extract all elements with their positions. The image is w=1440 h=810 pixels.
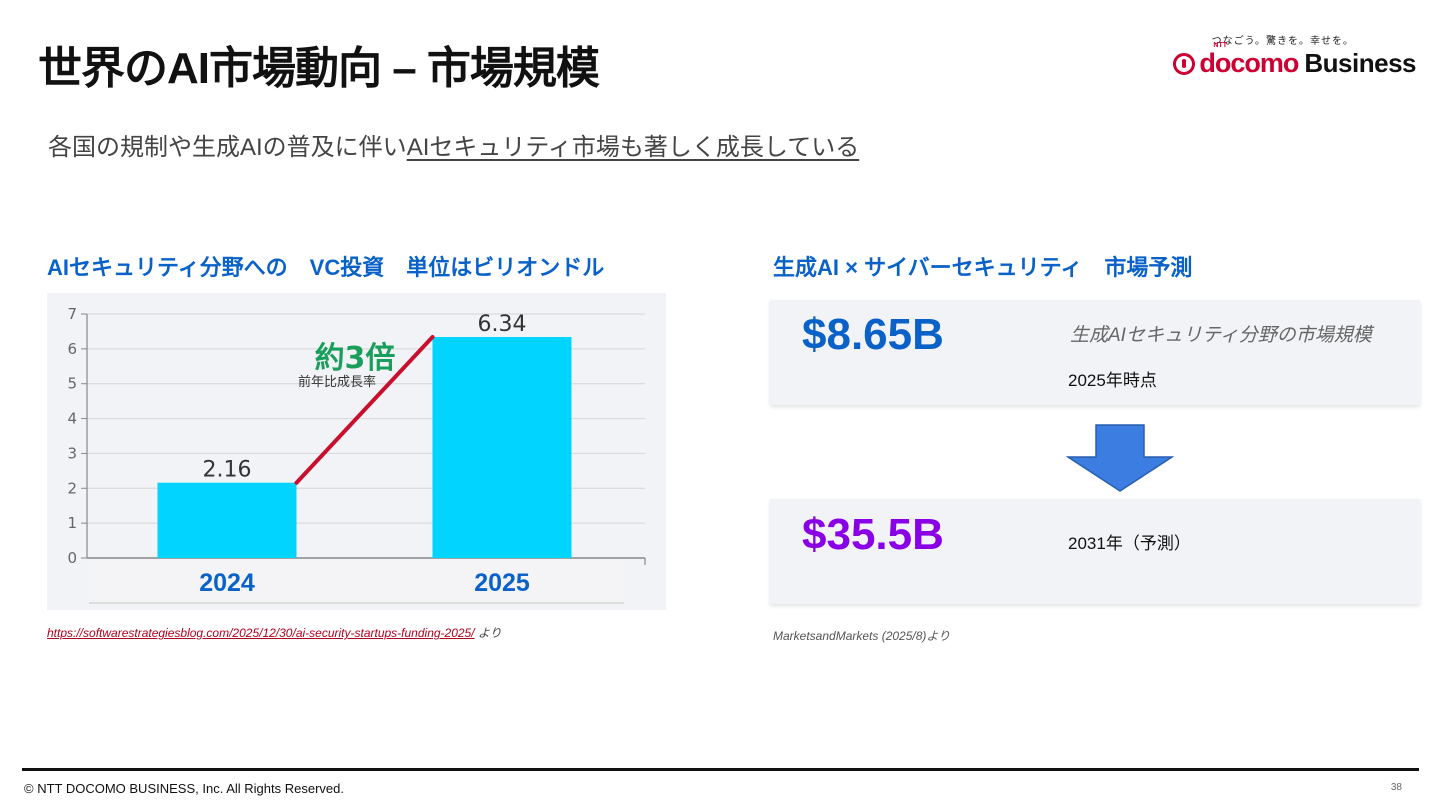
left-source: https://softwarestrategiesblog.com/2025/…: [47, 624, 502, 641]
growth-trend-line: [294, 335, 435, 485]
logo-ntt: NTT: [1213, 42, 1227, 49]
y-tick-label: 2: [67, 479, 77, 497]
y-tick-label: 3: [67, 444, 77, 462]
growth-caption: 前年比成長率: [298, 374, 376, 390]
copyright: © NTT DOCOMO BUSINESS, Inc. All Rights R…: [24, 781, 344, 796]
bar-value-label: 6.34: [478, 312, 527, 337]
subtitle-underlined: AIセキュリティ市場も著しく成長している: [406, 134, 860, 161]
vc-investment-title: AIセキュリティ分野への VC投資 単位はビリオンドル: [47, 255, 605, 280]
docomo-business-logo: NTT docomo Business: [1173, 42, 1416, 79]
x-category-label: 2025: [474, 569, 530, 597]
logo-business: Business: [1304, 48, 1416, 78]
docomo-logo-icon: [1173, 52, 1196, 75]
bar-value-label: 2.16: [203, 458, 252, 483]
market-2031-time: 2031年（予測）: [1068, 534, 1191, 553]
vc-investment-chart: 0 1 2 3 4 5 6 7 2.16 2024 6.34 2025 約3倍 前年比成長率: [47, 293, 666, 610]
source-suffix: より: [474, 626, 502, 640]
y-tick-label: 0: [67, 549, 77, 567]
bar-2024: [157, 482, 297, 558]
y-tick-label: 5: [67, 375, 77, 393]
source-link[interactable]: https://softwarestrategiesblog.com/2025/…: [47, 626, 475, 640]
y-tick-label: 1: [67, 514, 77, 532]
page-title: 世界のAI市場動向 – 市場規模: [38, 44, 600, 93]
market-2025-value: $8.65B: [802, 310, 944, 359]
y-tick-label: 6: [67, 340, 77, 358]
market-2025-time: 2025年時点: [1068, 371, 1157, 390]
down-arrow-icon: [1066, 424, 1174, 492]
market-2025-description: 生成AIセキュリティ分野の市場規模: [1070, 325, 1372, 346]
growth-multiplier: 約3倍: [315, 341, 396, 376]
logo-docomo: docomo: [1199, 48, 1299, 78]
x-category-label: 2024: [199, 569, 255, 597]
page-number: 38: [1390, 782, 1402, 793]
market-2025-card: [770, 300, 1420, 405]
category-band: [89, 561, 624, 603]
subtitle-plain: 各国の規制や生成AIの普及に伴い: [48, 134, 407, 161]
market-2031-card: [770, 499, 1420, 604]
bar-2025: [432, 337, 572, 558]
y-tick-label: 7: [67, 305, 77, 323]
footer-divider: [22, 768, 1419, 771]
y-tick-label: 4: [67, 410, 77, 428]
market-forecast-title: 生成AI × サイバーセキュリティ 市場予測: [773, 255, 1193, 280]
logo-tagline: つなごう。驚きを。幸せを。: [1211, 36, 1354, 47]
market-2031-value: $35.5B: [802, 510, 944, 559]
slide-subtitle: 各国の規制や生成AIの普及に伴いAIセキュリティ市場も著しく成長している: [48, 127, 859, 162]
right-source: MarketsandMarkets (2025/8)より: [773, 629, 951, 643]
